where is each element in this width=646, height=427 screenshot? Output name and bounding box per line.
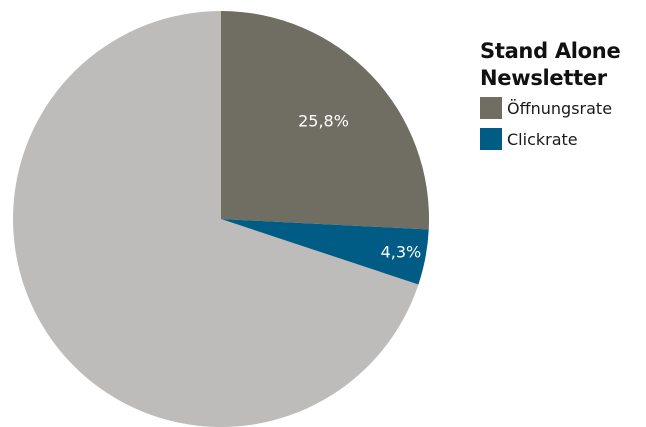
pie-slices [13, 11, 430, 427]
slice-label-clickrate: 4,3% [381, 243, 422, 262]
pie-slice-clickrate [221, 219, 429, 285]
legend-item-oeffnungsrate: Öffnungsrate [480, 93, 640, 123]
slice-label--ffnungsrate: 25,8% [298, 112, 349, 131]
pie-slice-rest [13, 11, 419, 427]
legend-title: Stand Alone Newsletter [480, 39, 621, 90]
pie-slice-labels: 25,8% 4,3% [298, 112, 421, 262]
legend-swatch-clickrate [480, 128, 502, 150]
legend: Stand Alone Newsletter Öffnungsrate Clic… [480, 38, 640, 154]
pie-slice--ffnungsrate [221, 11, 430, 230]
legend-label-oeffnungsrate: Öffnungsrate [507, 98, 613, 118]
legend-swatch-oeffnungsrate [480, 97, 502, 119]
legend-item-clickrate: Clickrate [480, 124, 640, 154]
legend-label-clickrate: Clickrate [507, 129, 578, 149]
